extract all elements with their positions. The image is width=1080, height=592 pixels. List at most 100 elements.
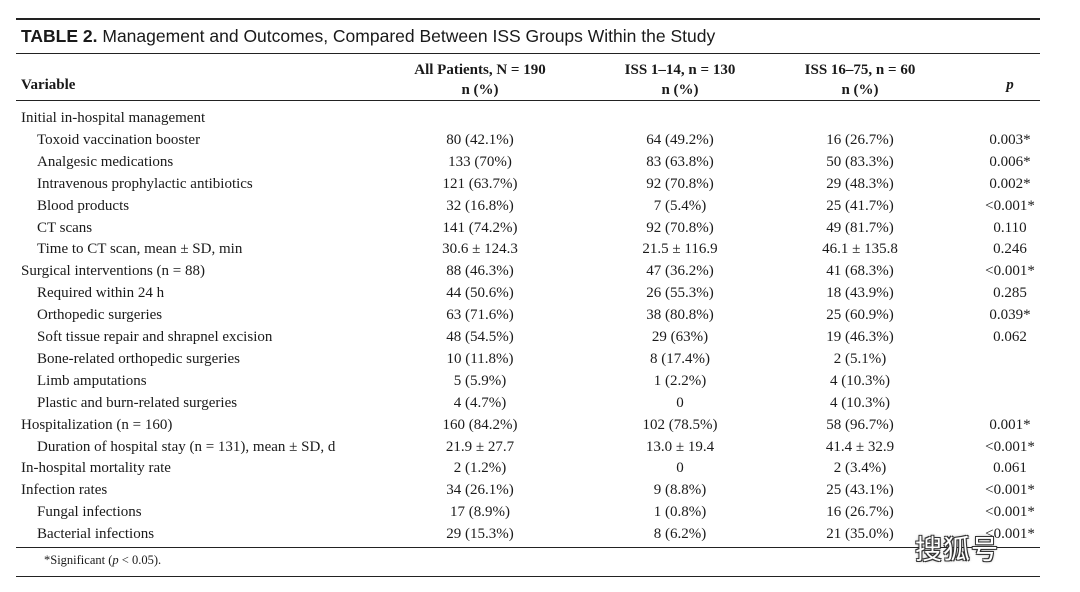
cell-p-value: 0.285 — [993, 285, 1027, 302]
table-row: Fungal infections 17 (8.9%) 1 (0.8%) 16 (26… — [0, 501, 1080, 523]
cell-iss-16-75: 16 (26.7%) — [826, 131, 894, 148]
cell-iss-16-75: 41.4 ± 32.9 — [825, 438, 895, 455]
cell-iss-16-75: 25 (60.9%) — [826, 307, 894, 324]
cell-p-value: <0.001* — [985, 438, 1035, 455]
table-row: Toxoid vaccination booster 80 (42.1%) 64 (… — [0, 129, 1080, 151]
table-row: Surgical interventions (n = 88) 88 (46.3%… — [0, 260, 1080, 282]
header-iss-16-75: ISS 16–75, n = 60 n (%) — [760, 60, 960, 100]
cell-variable: Analgesic medications — [37, 153, 174, 170]
cell-all-patients: 48 (54.5%) — [446, 329, 514, 345]
table-row: Blood products 32 (16.8%) 7 (5.4%) 25 (41.7… — [0, 195, 1080, 217]
table-row: Hospitalization (n = 160) 160 (84.2%) 102 … — [0, 414, 1080, 436]
table-row: Intravenous prophylactic antibiotics 121 … — [0, 173, 1080, 195]
cell-variable: In-hospital mortality rate — [21, 460, 171, 477]
header-all-patients: All Patients, N = 190 n (%) — [380, 60, 580, 100]
cell-variable: Infection rates — [21, 482, 108, 499]
cell-variable: CT scans — [37, 219, 93, 236]
header-iss-1-14-line1: ISS 1–14, n = 130 — [624, 62, 736, 78]
table-row: Orthopedic surgeries 63 (71.6%) 38 (80.8%)… — [0, 304, 1080, 326]
cell-p-value: <0.001* — [985, 526, 1035, 543]
cell-iss-1-14: 64 (49.2%) — [646, 131, 714, 148]
cell-variable: Intravenous prophylactic antibiotics — [37, 175, 253, 192]
cell-all-patients: 21.9 ± 27.7 — [445, 438, 515, 455]
cell-iss-1-14: 8 (6.2%) — [653, 526, 707, 543]
cell-iss-16-75: 2 (3.4%) — [833, 460, 887, 477]
cell-all-patients: 141 (74.2%) — [442, 219, 518, 236]
cell-iss-1-14: 0 — [676, 460, 684, 477]
table-caption: Management and Outcomes, Compared Betwee… — [102, 26, 716, 46]
table-title: TABLE 2. Management and Outcomes, Compar… — [21, 26, 715, 47]
cell-iss-16-75: 41 (68.3%) — [826, 263, 894, 280]
cell-iss-1-14: 102 (78.5%) — [642, 416, 718, 433]
cell-all-patients: 17 (8.9%) — [450, 504, 510, 521]
cell-all-patients: 34 (26.1%) — [446, 482, 514, 499]
bottom-rule — [16, 547, 1040, 548]
title-rule — [16, 53, 1040, 54]
cell-variable: Plastic and burn-related surgeries — [37, 394, 238, 411]
cell-variable: Initial in-hospital management — [21, 110, 206, 126]
cell-iss-16-75: 29 (48.3%) — [826, 175, 894, 192]
header-all-patients-line1: All Patients, N = 190 — [414, 62, 546, 78]
header-all-patients-line2: n (%) — [461, 82, 499, 98]
cell-p-value: 0.002* — [989, 175, 1031, 192]
cell-iss-16-75: 21 (35.0%) — [826, 526, 894, 543]
cell-p-value: <0.001* — [985, 263, 1035, 280]
table-row: Initial in-hospital management — [0, 107, 1080, 129]
cell-iss-1-14: 83 (63.8%) — [646, 153, 714, 170]
cell-iss-16-75: 18 (43.9%) — [826, 285, 894, 302]
cell-p-value: <0.001* — [985, 504, 1035, 521]
header-iss-1-14-line2: n (%) — [661, 82, 699, 98]
footnote-p-symbol: p — [112, 553, 119, 567]
cell-all-patients: 121 (63.7%) — [442, 175, 518, 192]
cell-p-value: 0.003* — [989, 131, 1031, 148]
header-p-value: p — [1006, 77, 1014, 93]
header-iss-16-75-line1: ISS 16–75, n = 60 — [804, 62, 916, 78]
table-row: In-hospital mortality rate 2 (1.2%) 0 2 (3.… — [0, 457, 1080, 479]
cell-all-patients: 80 (42.1%) — [446, 131, 514, 148]
cell-iss-1-14: 0 — [676, 394, 684, 411]
cell-all-patients: 29 (15.3%) — [446, 526, 514, 543]
table-footnote: *Significant (p < 0.05). — [44, 553, 161, 568]
cell-variable: Surgical interventions (n = 88) — [21, 263, 205, 280]
cell-iss-1-14: 29 (63%) — [651, 329, 709, 345]
cell-all-patients: 10 (11.8%) — [446, 350, 514, 367]
cell-variable: Duration of hospital stay (n = 131), mea… — [37, 438, 336, 455]
cell-variable: Blood products — [37, 197, 130, 214]
footnote-suffix: < 0.05). — [118, 553, 162, 567]
table-row: Bacterial infections 29 (15.3%) 8 (6.2%) 21… — [0, 523, 1080, 545]
table-row: Limb amputations 5 (5.9%) 1 (2.2%) 4 (10.3%… — [0, 370, 1080, 392]
cell-iss-1-14: 1 (0.8%) — [653, 504, 707, 521]
cell-all-patients: 160 (84.2%) — [442, 416, 518, 433]
cell-iss-1-14: 92 (70.8%) — [646, 219, 714, 236]
cell-iss-16-75: 46.1 ± 135.8 — [822, 241, 898, 258]
cell-variable: Fungal infections — [37, 504, 142, 521]
footer-rule — [16, 576, 1040, 577]
cell-iss-16-75: 25 (43.1%) — [826, 482, 894, 499]
cell-variable: Soft tissue repair and shrapnel excision — [37, 329, 273, 345]
cell-p-value: <0.001* — [985, 482, 1035, 499]
header-iss-1-14: ISS 1–14, n = 130 n (%) — [580, 60, 780, 100]
cell-iss-1-14: 9 (8.8%) — [653, 482, 707, 499]
cell-iss-1-14: 21.5 ± 116.9 — [642, 241, 718, 258]
table-row: Bone-related orthopedic surgeries 10 (11.… — [0, 348, 1080, 370]
cell-iss-1-14: 7 (5.4%) — [653, 197, 707, 214]
cell-iss-16-75: 4 (10.3%) — [830, 394, 890, 411]
table-row: Infection rates 34 (26.1%) 9 (8.8%) 25 (43.… — [0, 479, 1080, 501]
cell-p-value: 0.001* — [989, 416, 1031, 433]
cell-p-value: 0.246 — [993, 241, 1027, 258]
cell-iss-1-14: 47 (36.2%) — [646, 263, 714, 280]
cell-all-patients: 5 (5.9%) — [453, 372, 507, 389]
header-iss-16-75-line2: n (%) — [841, 82, 879, 98]
cell-iss-16-75: 2 (5.1%) — [833, 350, 887, 367]
cell-p-value: 0.006* — [989, 153, 1031, 170]
cell-p-value: 0.110 — [993, 219, 1027, 236]
table-row: Soft tissue repair and shrapnel excision… — [0, 326, 1080, 348]
cell-iss-16-75: 4 (10.3%) — [830, 372, 890, 389]
cell-iss-1-14: 13.0 ± 19.4 — [645, 438, 715, 455]
top-rule — [16, 18, 1040, 20]
cell-all-patients: 63 (71.6%) — [446, 307, 514, 324]
cell-iss-1-14: 38 (80.8%) — [646, 307, 714, 324]
cell-all-patients: 44 (50.6%) — [446, 285, 514, 302]
cell-p-value: <0.001* — [985, 197, 1035, 214]
